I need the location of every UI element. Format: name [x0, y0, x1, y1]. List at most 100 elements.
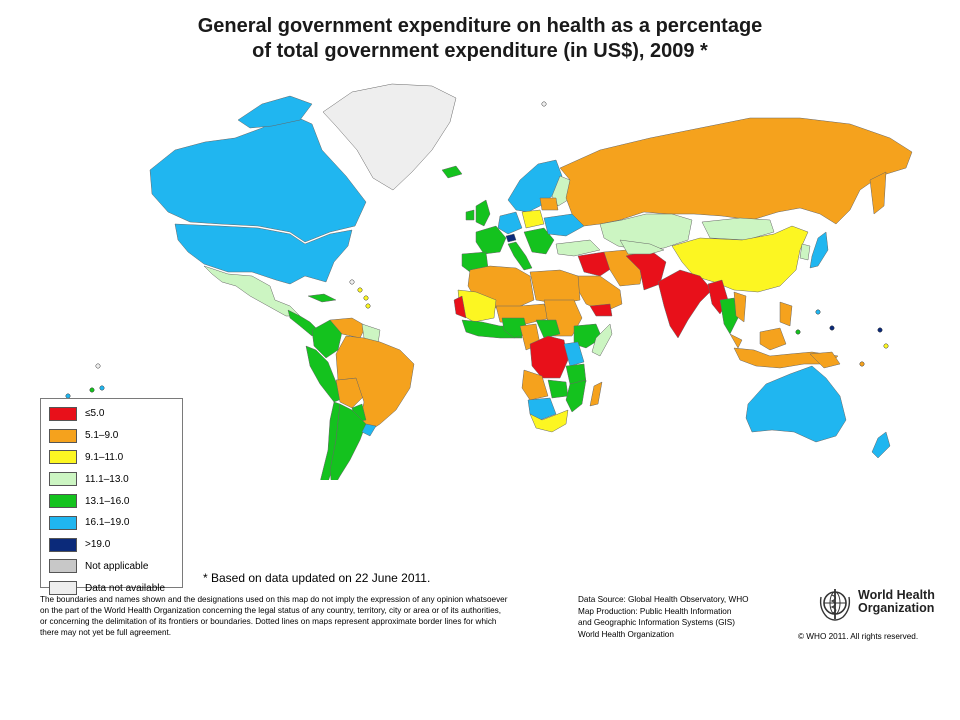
kamchatka-region [869, 171, 887, 215]
island-marker [815, 309, 821, 315]
legend-label: ≤5.0 [85, 408, 105, 420]
island-marker [877, 327, 883, 333]
legend-item: >19.0 [49, 534, 182, 556]
legend-label: >19.0 [85, 539, 111, 551]
korea-region [799, 243, 811, 261]
copyright: © WHO 2011. All rights reserved. [798, 632, 919, 641]
turkey-region [555, 239, 601, 257]
vietnam-region [733, 291, 747, 323]
legend-swatch [49, 494, 77, 509]
usa-region [174, 223, 353, 285]
island-marker [795, 329, 801, 335]
island-marker [99, 385, 105, 391]
central-asia-region [619, 239, 665, 255]
source-line: World Health Organization [578, 629, 674, 639]
ukraine-region [543, 213, 585, 237]
island-marker [363, 295, 369, 301]
drc-region [529, 335, 569, 379]
russia-region [559, 117, 913, 227]
source-line: Map Production: Public Health Informatio… [578, 606, 732, 616]
guinea-coast-region [461, 319, 523, 339]
island-marker [95, 363, 101, 369]
legend-label: Data not available [85, 582, 166, 594]
legend-swatch [49, 428, 77, 443]
island-marker [357, 287, 363, 293]
legend-item: Not applicable [49, 556, 182, 578]
organization-name-line-2: Organization [858, 601, 935, 615]
madagascar-region [589, 381, 603, 407]
map-title: General government expenditure on health… [150, 14, 810, 64]
legend-item: 5.1–9.0 [49, 425, 182, 447]
namibia-botswana-region [527, 397, 557, 421]
central-african-region [535, 319, 561, 339]
source-line: and Geographic Information Systems (GIS) [578, 618, 735, 627]
island-marker [365, 303, 371, 309]
south-africa-region [529, 409, 569, 433]
legend-swatch [49, 537, 77, 552]
island-marker [859, 361, 865, 367]
footnote: * Based on data updated on 22 June 2011. [203, 571, 431, 585]
caribbean-region [307, 293, 337, 303]
island-marker [349, 279, 355, 285]
arctic-islands-region [237, 95, 313, 129]
legend-swatch [49, 581, 77, 596]
italy-region [507, 241, 533, 271]
world-map [65, 83, 913, 480]
legend-swatch [49, 559, 77, 574]
disclaimer-line: on the part of the World Health Organiza… [40, 606, 502, 615]
legend-swatch [49, 472, 77, 487]
legend-item: Data not available [49, 577, 182, 599]
germany-region [497, 211, 523, 235]
map-title-line-1: General government expenditure on health… [197, 15, 763, 37]
legend-label: 16.1–19.0 [85, 517, 130, 529]
legend-label: 5.1–9.0 [85, 430, 119, 442]
legend-label: 13.1–16.0 [85, 495, 130, 507]
angola-region [521, 369, 549, 401]
new-zealand-region [871, 431, 891, 459]
australia-region [745, 365, 847, 443]
central-europe-region [505, 233, 517, 243]
who-emblem-icon [819, 589, 851, 621]
source-line: Data Source: Global Health Observatory, … [578, 595, 749, 604]
ireland-region [465, 209, 475, 221]
uruguay-region [361, 423, 377, 437]
papua-region [809, 351, 841, 369]
legend-label: 11.1–13.0 [85, 473, 129, 485]
yemen-region [589, 303, 613, 317]
poland-region [521, 209, 545, 229]
east-africa-region [563, 341, 585, 367]
tanzania-region [565, 363, 587, 385]
island-marker [541, 101, 547, 107]
india-region [657, 269, 713, 339]
iraq-syria-region [577, 251, 613, 277]
zambia-region [547, 379, 569, 399]
legend-item: 16.1–19.0 [49, 512, 182, 534]
legend-item: 9.1–11.0 [49, 447, 182, 469]
greenland-region [322, 83, 457, 191]
legend-item: 11.1–13.0 [49, 468, 182, 490]
legend-swatch [49, 450, 77, 465]
island-marker [829, 325, 835, 331]
disclaimer-line: there may not yet be full agreement. [40, 628, 172, 637]
balkans-region [523, 227, 555, 255]
iceland-region [441, 165, 463, 179]
legend-swatch [49, 515, 77, 530]
argentina-region [329, 403, 367, 480]
legend-label: Not applicable [85, 560, 149, 572]
map-legend: ≤5.0 5.1–9.0 9.1–11.0 11.1–13.0 13.1–16.0 16.… [40, 398, 183, 596]
map-title-line-2: of total government expenditure (in US$)… [252, 40, 708, 62]
organization-name-line-1: World Health [858, 588, 935, 602]
mozambique-region [565, 379, 587, 413]
libya-egypt-region [529, 269, 581, 305]
mongolia-region [701, 217, 775, 241]
somalia-region [591, 323, 613, 357]
canada-region [149, 113, 367, 243]
legend-label: 9.1–11.0 [85, 451, 124, 463]
malaysia-region [729, 333, 743, 349]
france-region [475, 225, 507, 255]
uk-region [475, 199, 491, 227]
disclaimer: The boundaries and names shown and the d… [40, 594, 560, 638]
japan-region [809, 231, 829, 269]
legend-item: ≤5.0 [49, 403, 182, 425]
baltics-region [539, 197, 559, 211]
